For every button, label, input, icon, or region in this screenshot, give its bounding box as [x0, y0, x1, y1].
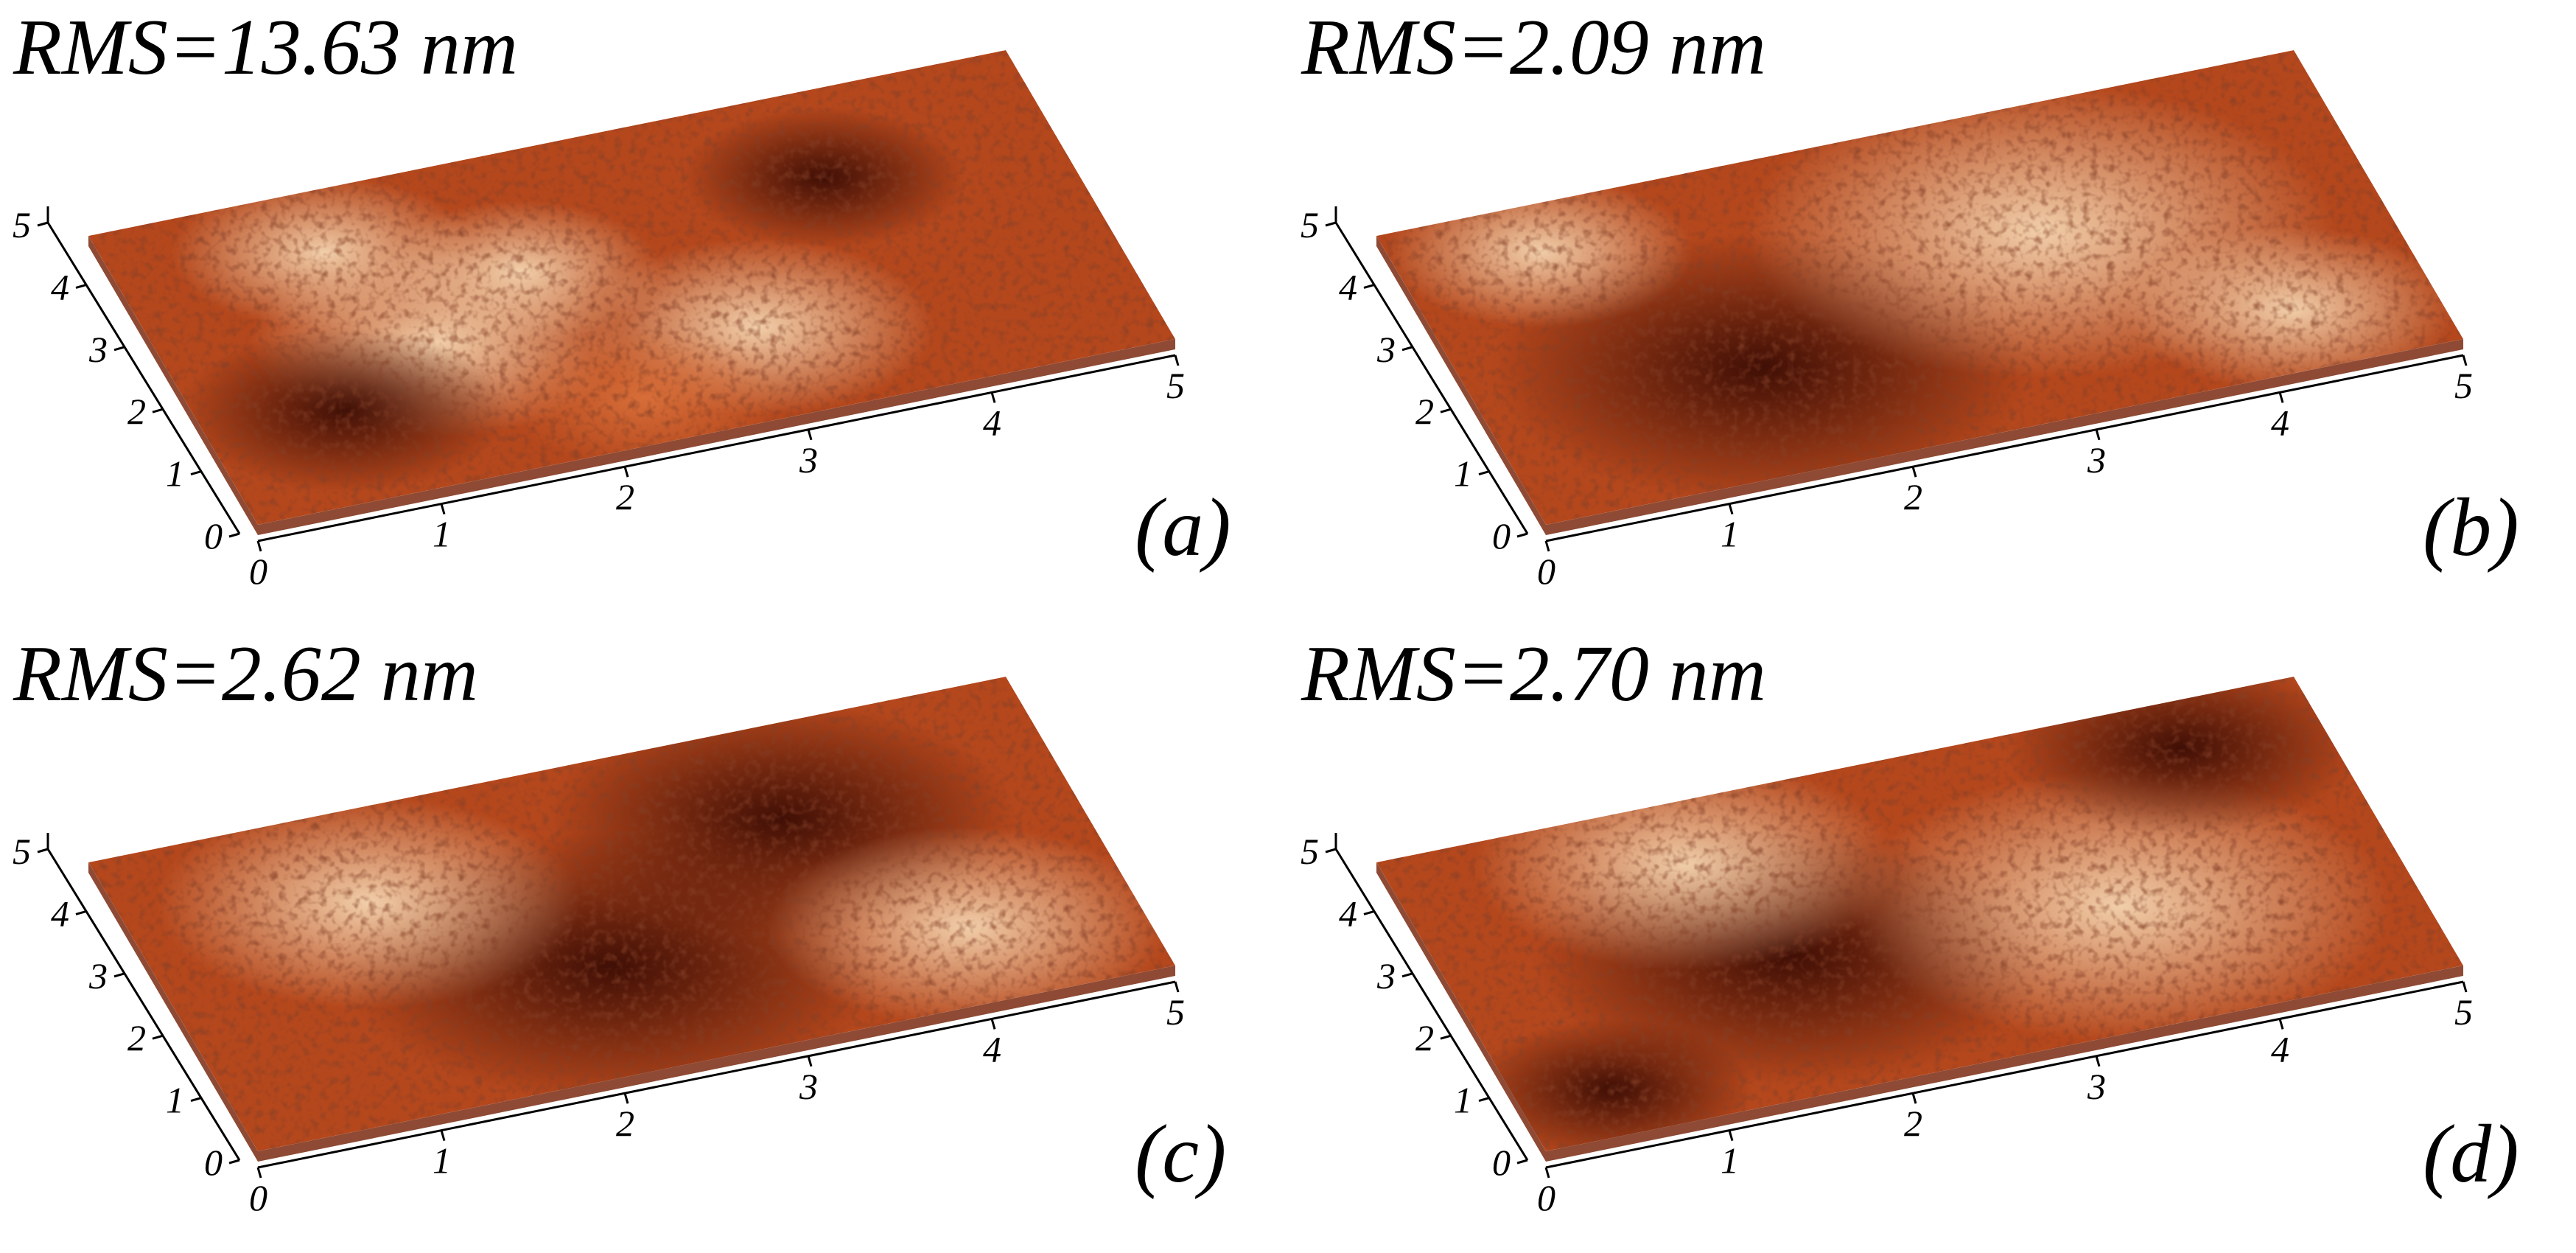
y-tick-label: 2 — [1415, 391, 1434, 432]
y-tick-label: 3 — [1376, 955, 1396, 997]
x-tick-label: 3 — [799, 439, 818, 481]
x-tick-label: 3 — [799, 1066, 818, 1107]
surface-edge — [88, 862, 1175, 1162]
y-tick-label: 1 — [166, 1080, 184, 1121]
rms-value-a: RMS=13.63 nm — [13, 4, 518, 91]
panel-label-d: (d) — [2423, 1109, 2519, 1200]
x-tick-label: 4 — [2271, 402, 2289, 443]
y-tick-label: 2 — [127, 391, 146, 432]
y-tick-label: 0 — [1492, 515, 1511, 556]
x-tick-label: 0 — [1537, 1177, 1555, 1218]
y-tick-label: 4 — [51, 266, 69, 307]
x-tick-label: 4 — [983, 1028, 1001, 1069]
rms-value-c: RMS=2.62 nm — [13, 630, 478, 718]
y-tick-label: 5 — [13, 204, 31, 245]
x-tick-label: 0 — [1537, 551, 1555, 592]
x-tick-label: 5 — [2454, 991, 2473, 1033]
panel-label-b: (b) — [2423, 482, 2519, 573]
afm-height-map-b — [1376, 50, 2463, 525]
x-tick-label: 3 — [2087, 1066, 2106, 1107]
surface-edge — [88, 236, 1175, 535]
y-tick-label: 5 — [1301, 204, 1319, 245]
surface-edge — [1376, 236, 2463, 535]
x-tick-label: 2 — [1904, 1103, 1922, 1144]
afm-panel-d: RMS=2.70 nm 0 1 2 3 4 5 0 1 2 3 4 5 (d) — [1288, 626, 2576, 1253]
x-tick-label: 0 — [249, 1177, 267, 1218]
y-tick-label: 3 — [1376, 329, 1396, 370]
x-tick-label: 3 — [2087, 439, 2106, 481]
y-tick-label: 4 — [51, 893, 69, 934]
panel-label-c: (c) — [1135, 1109, 1227, 1200]
x-tick-label: 1 — [433, 1140, 451, 1182]
y-tick-label: 5 — [13, 831, 31, 872]
y-tick-label: 2 — [127, 1017, 146, 1058]
x-tick-label: 4 — [2271, 1028, 2289, 1069]
y-tick-label: 0 — [204, 1142, 223, 1183]
y-tick-label: 1 — [1454, 453, 1472, 495]
x-tick-label: 0 — [249, 551, 267, 592]
afm-panel-c: RMS=2.62 nm 0 1 2 3 4 5 0 1 2 3 4 5 (c) — [0, 626, 1288, 1253]
x-tick-label: 5 — [2454, 365, 2473, 406]
y-tick-label: 0 — [204, 515, 223, 556]
afm-height-map-a — [88, 50, 1175, 525]
surface-edge — [1376, 862, 2463, 1162]
rms-value-b: RMS=2.09 nm — [1301, 4, 1766, 91]
afm-height-map-c — [88, 677, 1175, 1151]
y-tick-label: 3 — [88, 955, 108, 997]
x-tick-label: 5 — [1166, 365, 1185, 406]
afm-panel-b: RMS=2.09 nm 0 1 2 3 4 5 0 1 2 3 4 5 (b) — [1288, 0, 2576, 626]
afm-panel-a: RMS=13.63 nm 0 1 2 3 4 5 0 1 2 3 4 5 (a) — [0, 0, 1288, 626]
y-tick-label: 5 — [1301, 831, 1319, 872]
y-tick-label: 3 — [88, 329, 108, 370]
y-tick-label: 4 — [1339, 893, 1357, 934]
afm-height-map-d — [1376, 677, 2463, 1151]
rms-value-d: RMS=2.70 nm — [1301, 630, 1766, 718]
y-tick-label: 4 — [1339, 266, 1357, 307]
panel-label-a: (a) — [1135, 482, 1231, 573]
y-tick-label: 1 — [166, 453, 184, 495]
y-tick-label: 0 — [1492, 1142, 1511, 1183]
y-tick-label: 1 — [1454, 1080, 1472, 1121]
x-tick-label: 2 — [616, 1103, 634, 1144]
x-tick-label: 2 — [1904, 476, 1922, 517]
x-tick-label: 1 — [1721, 514, 1739, 555]
x-tick-label: 4 — [983, 402, 1001, 443]
x-tick-label: 5 — [1166, 991, 1185, 1033]
x-tick-label: 1 — [433, 514, 451, 555]
x-tick-label: 2 — [616, 476, 634, 517]
y-tick-label: 2 — [1415, 1017, 1434, 1058]
x-tick-label: 1 — [1721, 1140, 1739, 1182]
